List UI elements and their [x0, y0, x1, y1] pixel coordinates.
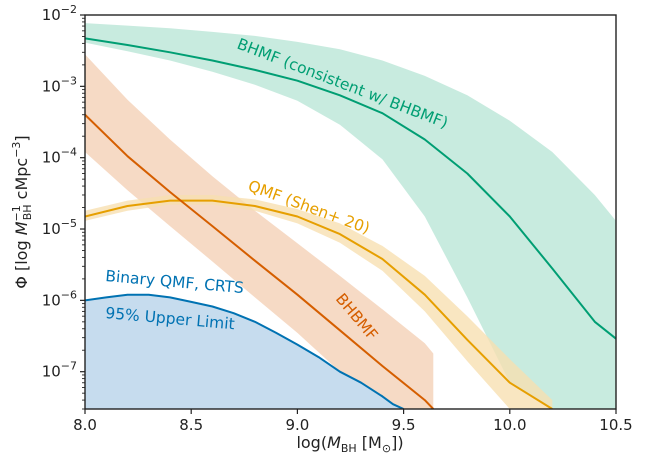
x-axis-title: log(MBH [M⊙])	[296, 433, 403, 455]
bhbmf-band	[85, 54, 434, 409]
bhmf-consistent-w-bhbmf-band	[85, 23, 616, 409]
x-tick-label: 10.5	[599, 416, 632, 434]
binary-qmf-crts-95-upper-limit-line	[85, 293, 405, 409]
x-tick-label: 9.5	[392, 416, 416, 434]
y-tick-label: 10−3	[42, 74, 77, 95]
y-tick-label: 10−5	[42, 217, 77, 238]
series-lines	[85, 37, 616, 409]
y-axis-title: Φ [log M−1BH cMpc−3]	[10, 135, 34, 288]
y-tick-label: 10−4	[42, 146, 77, 167]
axis-ticks: 8.0 8.5 9.0 9.5 10.0 10.5 10−2 10−3 10−4 10−5 10−6…	[42, 3, 633, 434]
y-tick-label: 10−7	[42, 360, 77, 381]
x-tick-label: 9.0	[285, 416, 309, 434]
uncertainty-bands	[85, 23, 616, 409]
bhmf-consistent-w-bhbmf-line	[85, 37, 616, 340]
bhbmf-line	[85, 113, 435, 409]
binary-qmf-upper-limit-fill	[85, 294, 404, 409]
y-tick-label: 10−6	[42, 288, 77, 309]
plot-frame	[84, 14, 617, 410]
binary-label-line1: Binary QMF, CRTS	[105, 267, 245, 297]
qmf-shen-20-line	[85, 199, 553, 409]
x-tick-label: 8.0	[73, 416, 97, 434]
x-tick-label: 8.5	[179, 416, 203, 434]
y-tick-label: 10−2	[42, 3, 77, 24]
qmf-shen-20-band	[85, 195, 553, 409]
x-tick-label: 10.0	[493, 416, 526, 434]
